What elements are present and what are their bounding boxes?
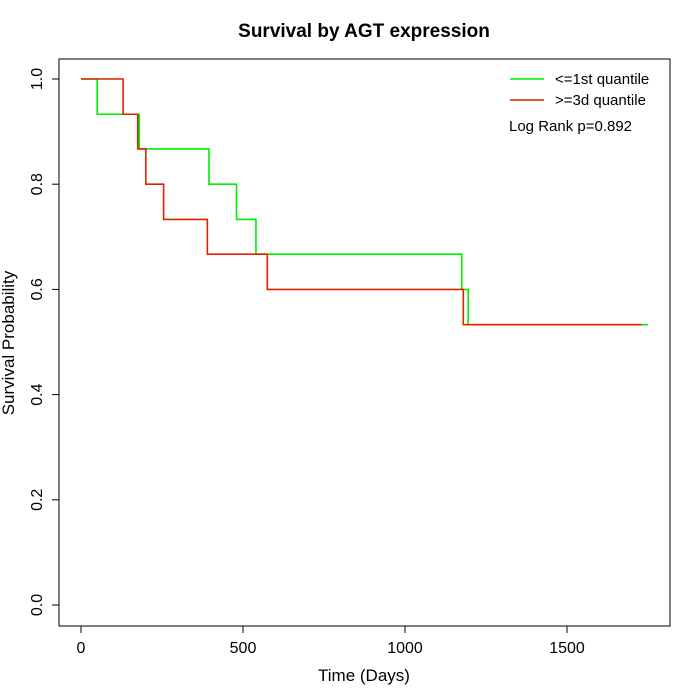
chart-title: Survival by AGT expression — [238, 21, 490, 42]
series-layer — [81, 78, 648, 326]
x-axis-label: Time (Days) — [318, 666, 410, 685]
y-axis: 0.0 0.2 0.4 0.6 0.8 1.0 — [29, 68, 60, 616]
y-tick-label: 0.4 — [29, 383, 46, 405]
y-axis-label: Survival Probability — [0, 270, 18, 415]
x-tick-label: 1000 — [387, 640, 423, 657]
survival-curve-series-1 — [81, 78, 648, 326]
x-tick-label: 1500 — [549, 640, 585, 657]
x-tick-label: 500 — [230, 640, 257, 657]
y-tick-label: 0.8 — [29, 173, 46, 195]
legend: <=1st quantile >=3d quantile — [510, 71, 649, 109]
log-rank-annotation: Log Rank p=0.892 — [509, 118, 632, 135]
plot-frame — [58, 58, 671, 627]
x-tick-label: 0 — [77, 640, 86, 657]
survival-curve-series-2 — [81, 78, 642, 326]
legend-label: <=1st quantile — [555, 71, 649, 88]
y-tick-label: 0.6 — [29, 278, 46, 300]
y-tick-label: 1.0 — [29, 68, 46, 90]
y-tick-label: 0.0 — [29, 594, 46, 616]
y-tick-label: 0.2 — [29, 489, 46, 511]
legend-label: >=3d quantile — [555, 92, 646, 109]
x-axis: 0 500 1000 1500 — [77, 625, 585, 657]
